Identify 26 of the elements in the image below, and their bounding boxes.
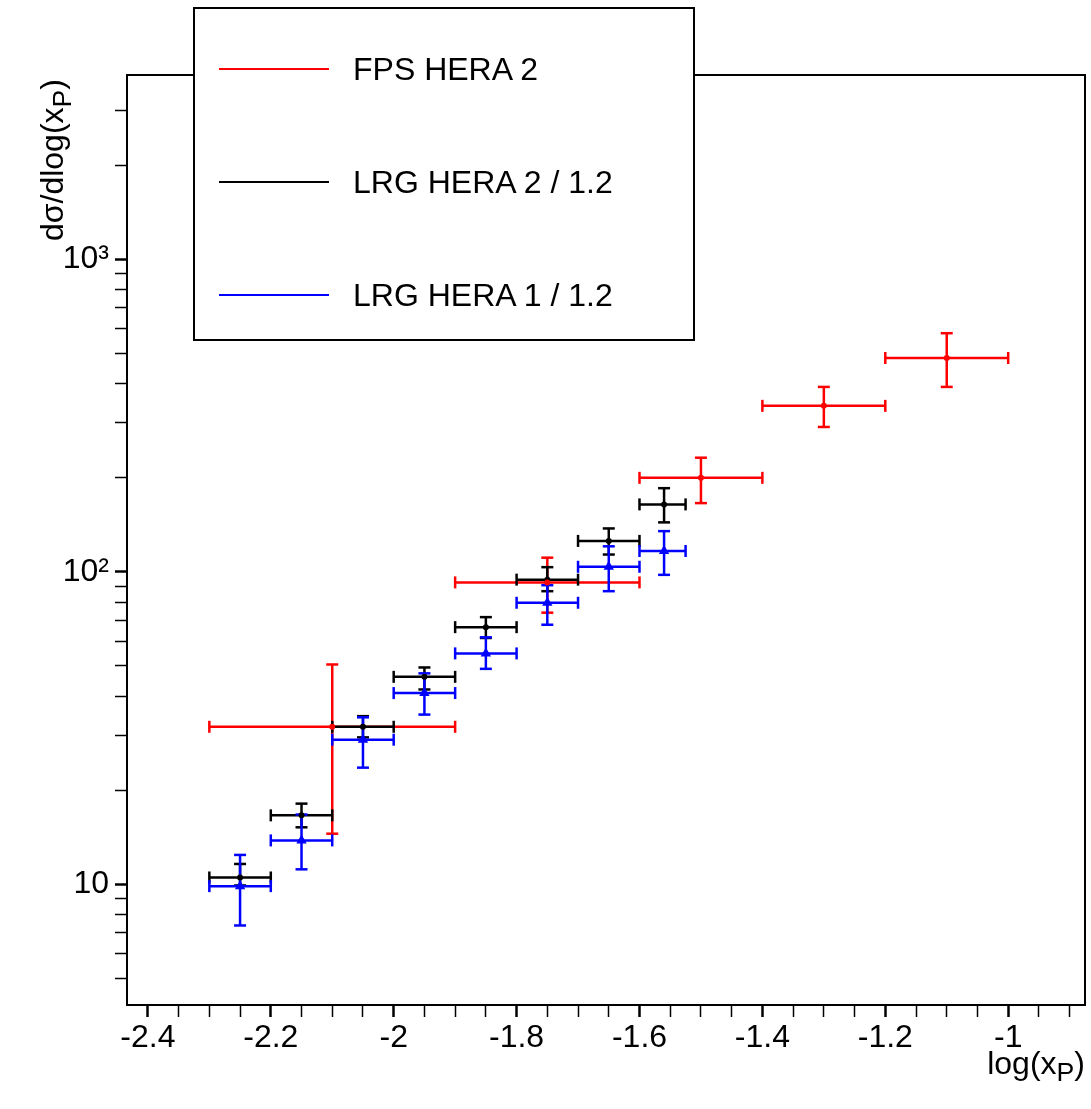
point — [419, 687, 430, 697]
y-tick-label: 10² — [62, 551, 110, 588]
point — [605, 537, 612, 544]
point — [820, 402, 827, 409]
x-tick-label: -2.4 — [120, 1018, 176, 1055]
point — [658, 545, 670, 554]
y-tick-label: 10³ — [62, 239, 110, 276]
point — [296, 834, 307, 844]
y-tick-label: 10 — [73, 863, 109, 900]
x-tick-label: -1.6 — [611, 1018, 668, 1055]
point — [359, 723, 366, 730]
legend-label: LRG HERA 1 / 1.2 — [353, 276, 613, 314]
x-tick-label: -1 — [993, 1018, 1023, 1055]
point — [482, 624, 489, 631]
point — [697, 474, 704, 481]
point — [237, 874, 244, 881]
x-tick-label: -2.2 — [243, 1018, 299, 1055]
x-tick-label: -1.4 — [734, 1018, 790, 1055]
x-tick-label: -1.8 — [489, 1018, 545, 1055]
point — [661, 501, 668, 508]
x-tick-label: -1.2 — [857, 1018, 913, 1055]
point — [943, 354, 950, 361]
legend-label: LRG HERA 2 / 1.2 — [353, 163, 613, 201]
point — [421, 673, 428, 680]
x-tick-label: -2 — [379, 1018, 408, 1055]
legend-label: FPS HERA 2 — [353, 50, 538, 88]
